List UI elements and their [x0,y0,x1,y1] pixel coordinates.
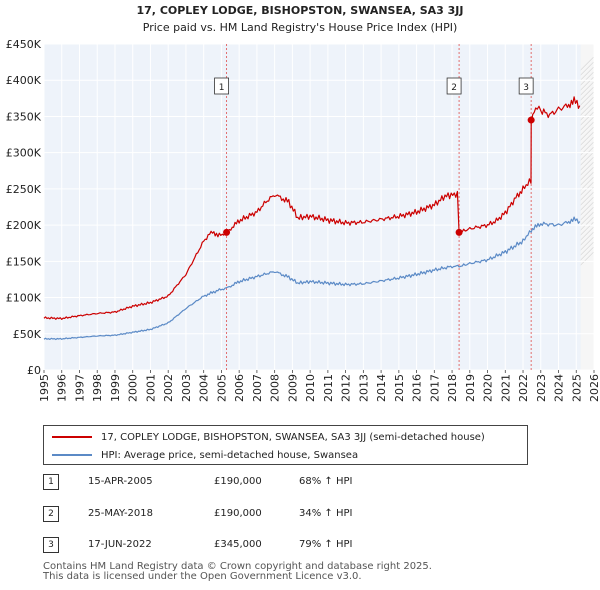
transaction-row: 1 15-APR-2005 £190,000 68% ↑ HPI [43,474,403,492]
y-tick-label: £200K [6,219,42,232]
chart-title: 17, COPLEY LODGE, BISHOPSTON, SWANSEA, S… [137,4,464,17]
x-tick-label: 2021 [499,374,512,402]
x-tick-label: 1999 [109,374,122,402]
transaction-row: 2 25-MAY-2018 £190,000 34% ↑ HPI [43,506,403,524]
y-tick-label: £150K [6,255,42,268]
forecast-hatch [580,201,594,216]
x-tick-label: 2017 [428,374,441,402]
sale-point [527,116,535,124]
x-tick-label: 2006 [233,374,246,402]
x-tick-label: 2015 [393,374,406,402]
y-tick-label: £100K [6,292,42,305]
transaction-price: £190,000 [214,476,262,487]
x-tick-label: 2026 [588,374,600,402]
footer: Contains HM Land Registry data © Crown c… [43,562,432,582]
legend-swatch-property [52,436,92,438]
y-tick-label: £250K [6,183,42,196]
y-tick-label: £0 [27,364,41,377]
sale-marker-label: 3 [523,83,529,93]
transaction-price: £345,000 [214,539,262,550]
transaction-row: 3 17-JUN-2022 £345,000 79% ↑ HPI [43,537,403,555]
x-tick-label: 2016 [411,374,424,402]
sale-marker-label: 2 [451,83,457,93]
forecast-hatch [580,196,594,211]
y-tick-label: £450K [6,38,42,51]
x-tick-label: 1995 [38,374,51,402]
transaction-date: 15-APR-2005 [88,476,153,487]
x-tick-label: 1997 [73,374,86,402]
x-tick-label: 2014 [375,374,388,402]
forecast-region [580,44,594,370]
price-chart: 17, COPLEY LODGE, BISHOPSTON, SWANSEA, S… [6,4,600,402]
forecast-hatch [580,96,594,111]
sale-marker-label: 1 [219,83,225,93]
sale-point [223,228,231,236]
x-tick-label: 2003 [180,374,193,402]
sale-marker-box [214,77,229,95]
transaction-hpi-change: 79% ↑ HPI [299,539,353,550]
x-tick-label: 2009 [286,374,299,402]
legend-item-hpi: HPI: Average price, semi-detached house,… [52,446,358,464]
transaction-price: £190,000 [214,508,262,519]
x-tick-label: 2019 [464,374,477,402]
y-tick-label: £50K [13,328,42,341]
transaction-marker: 2 [43,506,59,522]
sale-marker-box [446,77,462,95]
x-tick-label: 1996 [56,374,69,402]
x-tick-label: 2007 [251,374,264,402]
x-tick-label: 2013 [357,374,370,402]
transaction-hpi-change: 34% ↑ HPI [299,508,353,519]
series-line-hpi [43,216,581,341]
footer-copyright: Contains HM Land Registry data © Crown c… [43,561,432,572]
series-line-property [43,96,581,320]
transaction-marker: 3 [43,537,59,553]
transaction-date: 25-MAY-2018 [88,508,154,519]
y-tick-label: £300K [6,147,42,160]
chart-subtitle: Price paid vs. HM Land Registry's House … [143,21,458,34]
forecast-hatch [580,91,594,106]
legend: 17, COPLEY LODGE, BISHOPSTON, SWANSEA, S… [43,425,528,465]
x-tick-label: 2025 [570,374,583,402]
x-tick-label: 2010 [304,374,317,402]
x-tick-label: 1998 [91,374,104,402]
x-tick-label: 2011 [322,374,335,402]
x-tick-label: 2023 [535,374,548,402]
x-tick-label: 2002 [162,374,175,402]
x-tick-label: 2004 [198,374,211,402]
x-tick-label: 2020 [482,374,495,402]
legend-swatch-hpi [52,454,92,456]
x-tick-label: 2012 [340,374,353,402]
legend-label-property: 17, COPLEY LODGE, BISHOPSTON, SWANSEA, S… [101,431,485,443]
x-tick-label: 2000 [127,374,140,402]
x-tick-label: 2001 [144,374,157,402]
transaction-hpi-change: 68% ↑ HPI [299,476,353,487]
y-tick-label: £400K [6,74,42,87]
sale-marker-box [518,77,534,95]
transaction-marker: 1 [43,474,59,490]
footer-licence: This data is licensed under the Open Gov… [43,571,362,582]
y-tick-label: £350K [6,110,42,123]
x-tick-label: 2018 [446,374,459,402]
forecast-hatch [580,86,594,101]
plot-area [44,44,594,370]
transaction-date: 17-JUN-2022 [88,539,152,550]
x-tick-label: 2008 [269,374,282,402]
legend-item-property: 17, COPLEY LODGE, BISHOPSTON, SWANSEA, S… [52,428,485,446]
legend-label-hpi: HPI: Average price, semi-detached house,… [101,449,359,461]
x-tick-label: 2022 [517,374,530,402]
x-tick-label: 2024 [553,374,566,402]
x-tick-label: 2005 [215,374,228,402]
sale-point [455,228,463,236]
